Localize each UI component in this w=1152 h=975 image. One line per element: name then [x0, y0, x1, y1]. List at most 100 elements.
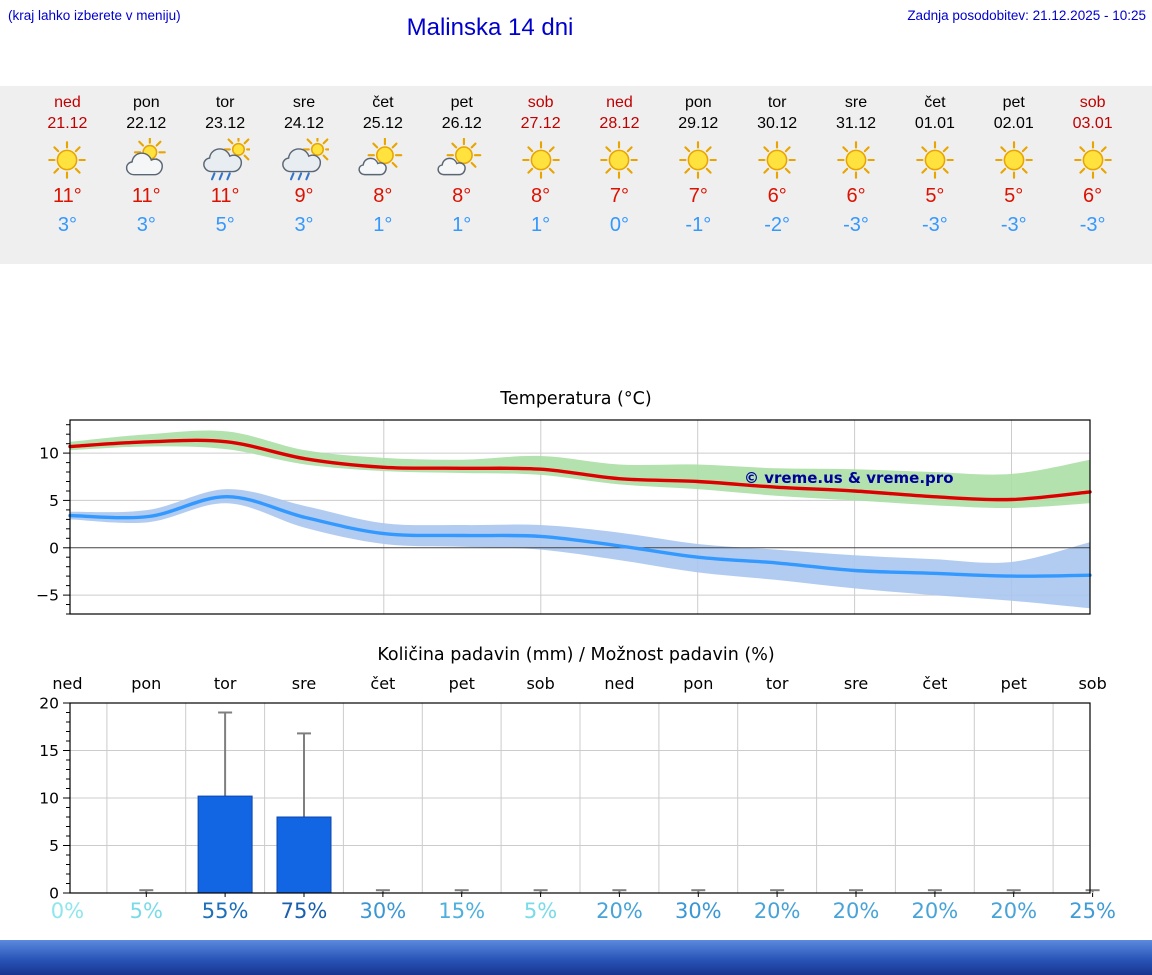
forecast-day-8: pon 29.12 7° -1°: [659, 86, 738, 264]
sun-icon: [910, 138, 960, 182]
day-low-temp: 3°: [136, 214, 156, 236]
rain-icon: [279, 138, 329, 182]
precip-probability: 20%: [911, 899, 959, 923]
day-name: sre: [292, 94, 316, 111]
forecast-day-9: tor 30.12 6° -2°: [738, 86, 817, 264]
day-date: 03.01: [1072, 115, 1113, 132]
forecast-day-12: pet 02.01 5° -3°: [974, 86, 1053, 264]
day-high-temp: 8°: [373, 185, 393, 207]
day-date: 24.12: [283, 115, 325, 132]
forecast-day-10: sre 31.12 6° -3°: [817, 86, 896, 264]
day-name: sob: [527, 94, 554, 111]
svg-text:10: 10: [39, 445, 59, 463]
day-date: 29.12: [678, 115, 719, 132]
day-high-temp: 11°: [210, 185, 240, 207]
precip-day-label: čet: [922, 674, 948, 693]
sun-icon: [673, 138, 723, 182]
day-name: pon: [132, 94, 160, 111]
temperature-chart-title: Temperatura (°C): [500, 389, 652, 409]
day-name: sob: [1079, 94, 1106, 111]
day-date: 01.01: [914, 115, 955, 132]
rain-icon: [200, 138, 251, 182]
day-high-temp: 5°: [1004, 185, 1024, 207]
day-date: 27.12: [520, 115, 561, 132]
day-high-temp: 5°: [925, 185, 945, 207]
forecast-day-3: sre 24.12 9° 3°: [265, 86, 344, 264]
precip-day-label: ned: [604, 674, 635, 693]
page-title: Malinska 14 dni: [406, 14, 574, 41]
day-high-temp: 8°: [531, 185, 551, 207]
svg-text:−5: −5: [36, 587, 59, 605]
day-high-temp: 8°: [452, 185, 472, 207]
sun-icon: [989, 138, 1039, 182]
day-date: 21.12: [47, 115, 88, 132]
day-date: 26.12: [441, 115, 482, 132]
watermark-link[interactable]: © vreme.us & vreme.pro: [744, 469, 954, 487]
forecast-day-1: pon 22.12 11° 3°: [107, 86, 186, 264]
forecast-day-2: tor 23.12 11° 5°: [186, 86, 265, 264]
day-name: pet: [450, 94, 473, 111]
precip-day-label: tor: [213, 674, 237, 693]
partly-cloudy-icon: [121, 138, 171, 182]
day-low-temp: 3°: [57, 214, 77, 236]
day-high-temp: 6°: [1083, 185, 1103, 207]
svg-text:20: 20: [39, 695, 59, 713]
day-date: 25.12: [362, 115, 403, 132]
day-high-temp: 11°: [131, 185, 161, 207]
day-low-temp: -1°: [685, 214, 712, 236]
day-low-temp: 1°: [452, 214, 472, 236]
precipitation-chart-title: Količina padavin (mm) / Možnost padavin …: [377, 645, 775, 665]
day-low-temp: -3°: [921, 214, 948, 236]
day-name: ned: [606, 94, 633, 111]
day-high-temp: 9°: [294, 185, 314, 207]
forecast-day-0: ned 21.12 11° 3°: [28, 86, 107, 264]
day-high-temp: 7°: [609, 185, 629, 207]
day-date: 22.12: [126, 115, 167, 132]
precip-probability: 5%: [129, 899, 163, 923]
precip-day-label: pon: [683, 674, 714, 693]
precip-probability: 20%: [990, 899, 1038, 923]
day-date: 28.12: [599, 115, 640, 132]
forecast-day-7: ned 28.12 7° 0°: [580, 86, 659, 264]
day-date: 31.12: [836, 115, 877, 132]
day-date: 30.12: [757, 115, 798, 132]
day-name: čet: [372, 94, 394, 111]
day-name: tor: [767, 94, 787, 111]
day-low-temp: 3°: [294, 214, 314, 236]
day-name: pet: [1002, 94, 1025, 111]
sun-icon: [1068, 138, 1118, 182]
forecast-day-13: sob 03.01 6° -3°: [1053, 86, 1132, 264]
day-low-temp: -3°: [1079, 214, 1106, 236]
forecast-day-11: čet 01.01 5° -3°: [895, 86, 974, 264]
day-date: 02.01: [993, 115, 1034, 132]
day-low-temp: -3°: [843, 214, 869, 236]
precip-day-label: čet: [370, 674, 396, 693]
precipitation-day-labels: ned pon tor sre čet pet sob ned pon tor sre čet pet s…: [0, 674, 1152, 693]
precip-day-label: ned: [52, 674, 83, 693]
precip-day-label: sob: [526, 674, 555, 693]
svg-text:15: 15: [39, 742, 59, 760]
precip-day-label: pon: [131, 674, 162, 693]
day-low-temp: -2°: [764, 214, 791, 236]
svg-text:0: 0: [49, 539, 59, 557]
day-low-temp: 1°: [373, 214, 393, 236]
day-low-temp: 0°: [609, 214, 629, 236]
svg-text:0: 0: [49, 885, 59, 903]
svg-text:10: 10: [39, 790, 59, 808]
day-name: sre: [844, 94, 868, 111]
day-low-temp: -3°: [1000, 214, 1027, 236]
day-name: ned: [54, 94, 81, 111]
footer-banner: [0, 940, 1152, 975]
precipitation-chart: 0 5 10 15 20: [39, 695, 1100, 903]
precip-probability: 20%: [753, 899, 801, 923]
precip-probability: 0%: [50, 899, 85, 923]
precip-day-label: sre: [291, 674, 317, 693]
day-high-temp: 11°: [53, 185, 82, 207]
precip-probability: 5%: [523, 899, 558, 923]
sun-icon: [752, 138, 802, 182]
mostly-sunny-icon: [437, 138, 487, 182]
precip-day-label: tor: [765, 674, 789, 693]
sun-icon: [516, 138, 566, 182]
day-name: pon: [684, 94, 712, 111]
forecast-day-4: čet 25.12 8° 1°: [343, 86, 422, 264]
